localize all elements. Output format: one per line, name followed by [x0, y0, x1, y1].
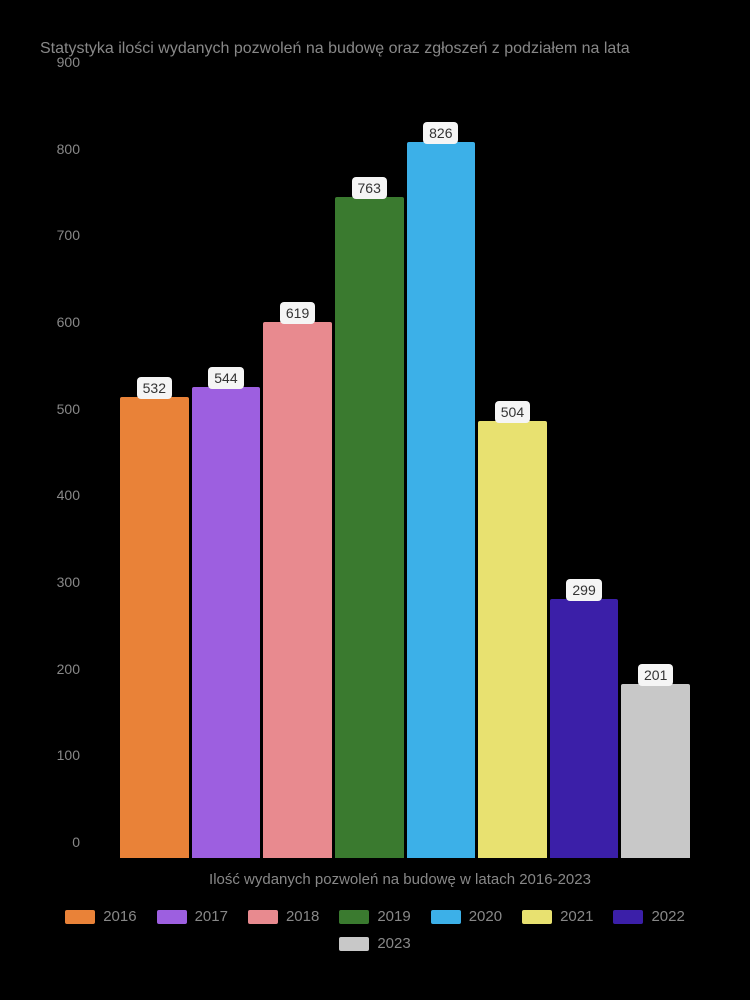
- bar-value-label: 504: [495, 401, 530, 423]
- legend-label: 2021: [560, 908, 593, 925]
- bar: [335, 197, 404, 858]
- legend-label: 2017: [195, 908, 228, 925]
- bar: [263, 322, 332, 858]
- legend: 2016 2017 2018 2019 2020 2021 2022 2023: [40, 908, 710, 952]
- bar: [120, 397, 189, 858]
- bar-slot: 532: [120, 78, 189, 858]
- bar-value-label: 299: [566, 579, 601, 601]
- chart-container: Statystyka ilości wydanych pozwoleń na b…: [0, 0, 750, 1000]
- y-tick: 400: [57, 487, 80, 503]
- legend-swatch: [339, 937, 369, 951]
- legend-item: 2018: [248, 908, 319, 925]
- legend-item: 2020: [431, 908, 502, 925]
- bar-slot: 544: [192, 78, 261, 858]
- bar: [478, 421, 547, 858]
- chart-plot-area: 0100200300400500600700800900 53254461976…: [90, 78, 710, 898]
- legend-item: 2016: [65, 908, 136, 925]
- bar-slot: 763: [335, 78, 404, 858]
- bar-value-label: 201: [638, 664, 673, 686]
- legend-label: 2023: [377, 935, 410, 952]
- bar-value-label: 532: [137, 377, 172, 399]
- legend-item: 2023: [339, 935, 410, 952]
- legend-label: 2022: [651, 908, 684, 925]
- bar-value-label: 826: [423, 122, 458, 144]
- legend-swatch: [613, 910, 643, 924]
- bar-slot: 504: [478, 78, 547, 858]
- legend-swatch: [522, 910, 552, 924]
- bars-group: 532 544 619 763 826 504 299 201: [100, 78, 710, 858]
- bar: [550, 599, 619, 858]
- legend-swatch: [339, 910, 369, 924]
- legend-swatch: [157, 910, 187, 924]
- legend-label: 2020: [469, 908, 502, 925]
- chart-title: Statystyka ilości wydanych pozwoleń na b…: [40, 40, 710, 58]
- bar: [192, 387, 261, 858]
- legend-item: 2017: [157, 908, 228, 925]
- bar: [407, 142, 476, 858]
- bar-value-label: 763: [352, 177, 387, 199]
- bar-slot: 619: [263, 78, 332, 858]
- y-axis: 0100200300400500600700800900: [40, 78, 90, 898]
- legend-label: 2016: [103, 908, 136, 925]
- legend-label: 2018: [286, 908, 319, 925]
- y-tick: 200: [57, 661, 80, 677]
- y-tick: 300: [57, 574, 80, 590]
- x-axis-label: Ilość wydanych pozwoleń na budowę w lata…: [90, 871, 710, 888]
- legend-item: 2022: [613, 908, 684, 925]
- y-tick: 600: [57, 314, 80, 330]
- bar-value-label: 544: [208, 367, 243, 389]
- legend-swatch: [431, 910, 461, 924]
- legend-label: 2019: [377, 908, 410, 925]
- legend-item: 2021: [522, 908, 593, 925]
- bar: [621, 684, 690, 858]
- y-tick: 100: [57, 747, 80, 763]
- legend-item: 2019: [339, 908, 410, 925]
- bar-slot: 299: [550, 78, 619, 858]
- y-tick: 800: [57, 141, 80, 157]
- y-tick: 0: [72, 834, 80, 850]
- bar-slot: 201: [621, 78, 690, 858]
- legend-swatch: [65, 910, 95, 924]
- bar-slot: 826: [407, 78, 476, 858]
- y-tick: 500: [57, 401, 80, 417]
- y-tick: 700: [57, 227, 80, 243]
- legend-swatch: [248, 910, 278, 924]
- bar-value-label: 619: [280, 302, 315, 324]
- y-tick: 900: [57, 54, 80, 70]
